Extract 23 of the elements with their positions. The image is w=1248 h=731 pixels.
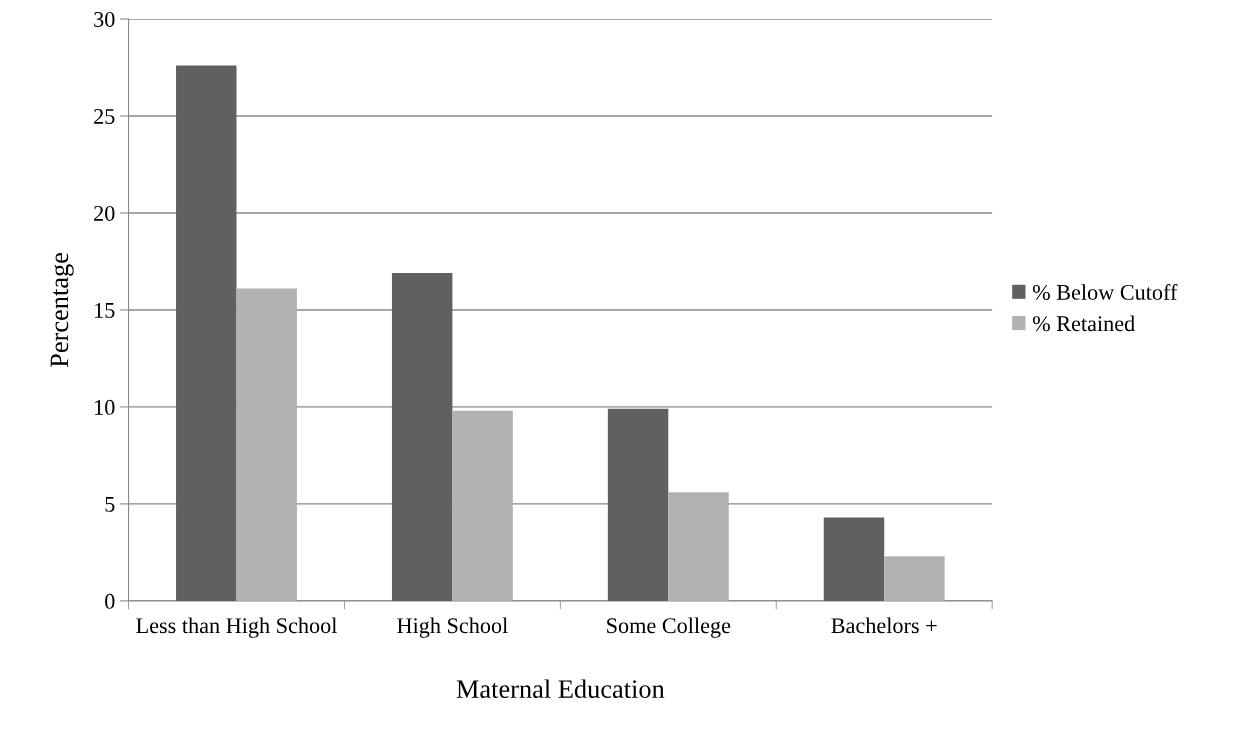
x-tick-label: High School [397,617,508,638]
legend-label: % Retained [1032,315,1135,332]
bar [668,492,729,601]
bar [176,65,237,601]
bar [452,410,513,601]
y-tick-label: 20 [94,205,115,221]
x-tick-label: Bachelors + [831,617,937,634]
x-tick-label: Some College [607,617,731,638]
y-axis-title: Percentage [50,252,74,368]
bar [884,556,945,601]
y-tick-label: 15 [95,302,115,318]
bar [607,408,669,601]
y-tick-label: 10 [95,399,115,415]
x-tick-label: Less than High School [136,617,337,638]
bar [391,273,453,601]
bar [823,517,885,601]
bar [236,288,297,601]
legend-label: % Below Cutoff [1032,284,1178,300]
y-tick-label: 5 [105,497,115,512]
y-tick-label: 25 [94,108,115,124]
x-axis-title: Maternal Education [456,679,665,698]
y-tick-label: 30 [94,11,115,27]
y-tick-label: 0 [105,593,115,609]
